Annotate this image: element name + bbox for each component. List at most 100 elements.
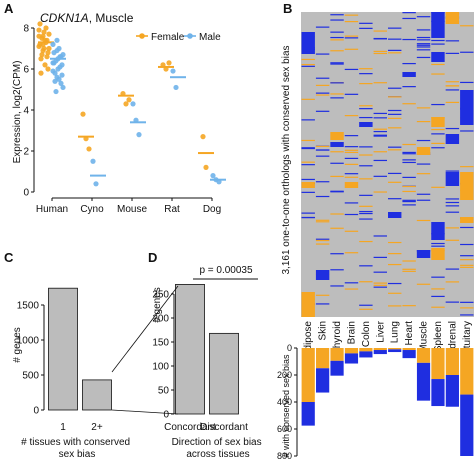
data-point xyxy=(42,62,48,68)
heatmap-stripe xyxy=(460,226,474,229)
heatmap-background xyxy=(301,12,474,317)
panel-a-legend: Female Male xyxy=(136,32,221,43)
data-point xyxy=(93,181,99,187)
data-point xyxy=(80,111,86,117)
heatmap-column-label: Pituitary xyxy=(462,321,473,357)
heatmap-stripe xyxy=(359,210,373,213)
x-tick-label: Cyno xyxy=(80,204,104,215)
data-point xyxy=(50,60,56,66)
heatmap-stripe xyxy=(373,82,387,84)
stacked-bar-male xyxy=(416,362,431,401)
heatmap-block xyxy=(431,117,445,127)
data-point xyxy=(40,47,46,54)
heatmap-stripe xyxy=(344,176,359,178)
y-tick-label: 4 xyxy=(23,106,29,117)
heatmap-stripe xyxy=(359,83,373,85)
heatmap-stripe xyxy=(373,112,387,115)
heatmap-stripe xyxy=(330,39,344,41)
heatmap-stripe xyxy=(359,105,373,107)
heatmap-stripe xyxy=(344,288,359,290)
heatmap-stripe xyxy=(460,166,474,168)
heatmap-stripe xyxy=(330,63,344,65)
heatmap-stripe xyxy=(344,151,359,154)
heatmap-stripe xyxy=(315,219,330,221)
heatmap-stripe xyxy=(445,268,460,270)
heatmap-stripe xyxy=(301,119,315,121)
y-tick-label: 1000 xyxy=(17,336,40,347)
heatmap-stripe xyxy=(344,68,359,71)
x-tick-label: Human xyxy=(36,204,68,215)
heatmap-stripe xyxy=(315,294,330,296)
heatmap-stripe xyxy=(330,50,344,52)
heatmap-stripe xyxy=(330,175,344,178)
panel-c-bar: # genes # tissues with conserved sex bia… xyxy=(12,287,130,460)
heatmap-stripe xyxy=(460,243,474,246)
heatmap-stripe xyxy=(359,194,373,196)
heatmap-stripe xyxy=(359,22,373,24)
panel-d-xlabel-line1: Direction of sex bias xyxy=(172,437,262,448)
heatmap-stripe xyxy=(445,239,460,241)
stacked-bar-male xyxy=(330,360,344,376)
heatmap-block xyxy=(301,182,315,188)
heatmap-stripe xyxy=(315,243,330,245)
panel-b-heatmap: 3,161 one-to-one orthologs with conserve… xyxy=(281,12,474,357)
heatmap-stripe xyxy=(416,173,431,175)
data-point xyxy=(56,45,62,52)
panel-c-ylabel: # genes xyxy=(12,327,23,363)
heatmap-block xyxy=(359,122,373,127)
x-tick-label: Concordant xyxy=(164,422,216,433)
panel-a-title: CDKN1A, Muscle xyxy=(40,11,134,25)
heatmap-stripe xyxy=(445,227,460,229)
data-point xyxy=(45,66,51,72)
heatmap-block xyxy=(301,32,315,54)
heatmap-stripe xyxy=(402,185,416,188)
stacked-bar-female xyxy=(402,348,416,351)
stacked-bar-male xyxy=(460,394,474,456)
data-point xyxy=(59,62,65,68)
heatmap-stripe xyxy=(388,127,402,129)
heatmap-stripe xyxy=(445,81,460,83)
heatmap-block xyxy=(431,248,445,260)
heatmap-stripe xyxy=(445,281,460,283)
heatmap-stripe xyxy=(445,89,460,91)
heatmap-column-label: Lung xyxy=(390,321,401,343)
x-tick-label: Dog xyxy=(203,204,221,215)
heatmap-stripe xyxy=(330,253,344,255)
heatmap-stripe xyxy=(301,216,315,219)
legend-marker xyxy=(187,33,193,39)
stacked-bar-male xyxy=(301,402,315,426)
heatmap-stripe xyxy=(315,84,330,86)
y-tick-label: 2 xyxy=(23,147,29,158)
heatmap-stripe xyxy=(301,161,315,163)
data-point xyxy=(51,50,57,56)
data-point xyxy=(36,43,42,50)
heatmap-stripe xyxy=(445,301,460,303)
heatmap-stripe xyxy=(359,304,373,306)
heatmap-stripe xyxy=(373,191,387,193)
heatmap-stripe xyxy=(431,63,445,66)
heatmap-block xyxy=(330,142,344,147)
heatmap-stripe xyxy=(373,134,387,136)
panel-d-ylabel: # genes xyxy=(152,287,163,323)
heatmap-block xyxy=(431,52,445,62)
x-tick-label: 2+ xyxy=(91,422,103,433)
heatmap-stripe xyxy=(416,43,431,45)
heatmap-stripe xyxy=(373,135,387,137)
heatmap-column-label: Thyroid xyxy=(332,321,343,354)
heatmap-column-label: Brain xyxy=(346,321,357,344)
heatmap-stripe xyxy=(388,305,402,307)
heatmap-stripe xyxy=(460,301,474,303)
heatmap-stripe xyxy=(388,253,402,255)
heatmap-stripe xyxy=(416,29,431,31)
heatmap-stripe xyxy=(402,17,416,20)
heatmap-column-label: Muscle xyxy=(419,321,430,353)
panel-a-points xyxy=(36,21,226,187)
heatmap-cells xyxy=(301,12,474,317)
heatmap-stripe xyxy=(301,178,315,181)
heatmap-stripe xyxy=(344,135,359,137)
heatmap-stripe xyxy=(460,307,474,309)
heatmap-stripe xyxy=(445,52,460,54)
heatmap-stripe xyxy=(460,130,474,132)
